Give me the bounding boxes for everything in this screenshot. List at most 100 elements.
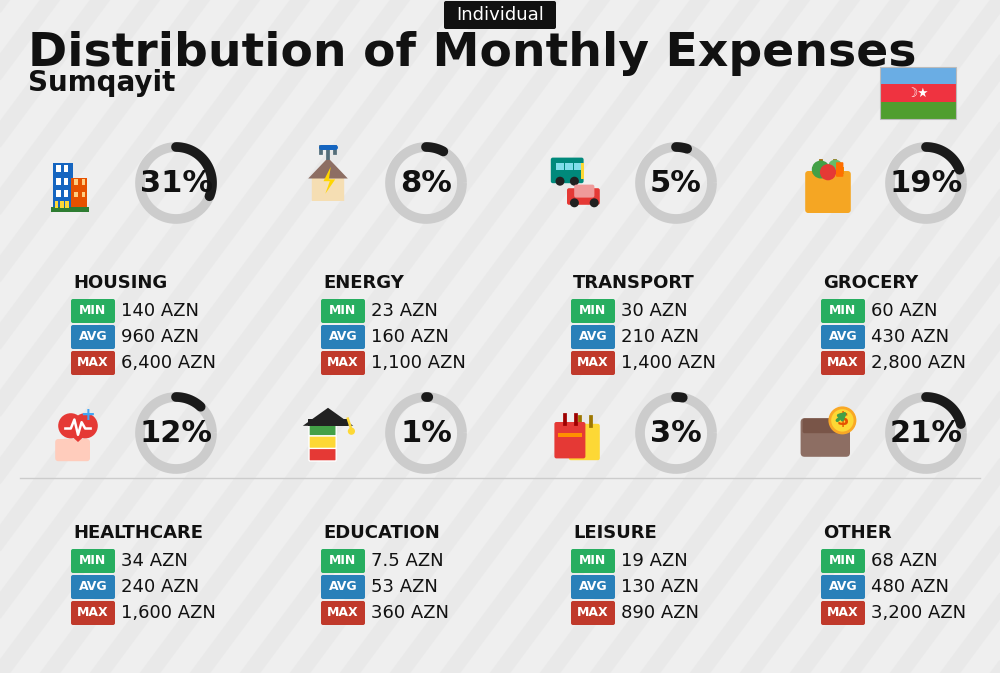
Text: 480 AZN: 480 AZN bbox=[871, 578, 949, 596]
Circle shape bbox=[556, 177, 564, 186]
FancyBboxPatch shape bbox=[836, 162, 843, 177]
Text: 360 AZN: 360 AZN bbox=[371, 604, 449, 622]
Text: 1%: 1% bbox=[400, 419, 452, 448]
Text: MIN: MIN bbox=[829, 304, 857, 318]
FancyBboxPatch shape bbox=[821, 549, 865, 573]
Polygon shape bbox=[60, 426, 96, 442]
Text: HEALTHCARE: HEALTHCARE bbox=[73, 524, 203, 542]
FancyBboxPatch shape bbox=[82, 192, 85, 197]
Text: AVG: AVG bbox=[329, 330, 357, 343]
Text: 140 AZN: 140 AZN bbox=[121, 302, 199, 320]
Text: 34 AZN: 34 AZN bbox=[121, 552, 188, 570]
Text: MIN: MIN bbox=[579, 304, 607, 318]
FancyBboxPatch shape bbox=[444, 1, 556, 29]
FancyBboxPatch shape bbox=[309, 448, 336, 461]
Circle shape bbox=[820, 164, 836, 180]
FancyBboxPatch shape bbox=[56, 190, 61, 197]
Circle shape bbox=[73, 413, 98, 438]
Text: AVG: AVG bbox=[579, 330, 607, 343]
Text: Distribution of Monthly Expenses: Distribution of Monthly Expenses bbox=[28, 30, 916, 75]
Text: MAX: MAX bbox=[577, 357, 609, 369]
FancyBboxPatch shape bbox=[321, 601, 365, 625]
FancyBboxPatch shape bbox=[55, 439, 90, 461]
Text: 19 AZN: 19 AZN bbox=[621, 552, 688, 570]
FancyBboxPatch shape bbox=[569, 424, 600, 460]
FancyBboxPatch shape bbox=[56, 165, 61, 172]
Circle shape bbox=[830, 408, 855, 433]
Text: MIN: MIN bbox=[79, 555, 107, 567]
FancyBboxPatch shape bbox=[64, 178, 68, 185]
Text: Sumqayit: Sumqayit bbox=[28, 69, 175, 97]
Text: 8%: 8% bbox=[400, 168, 452, 197]
FancyBboxPatch shape bbox=[321, 351, 365, 375]
FancyBboxPatch shape bbox=[803, 419, 848, 433]
Text: MIN: MIN bbox=[829, 555, 857, 567]
Circle shape bbox=[590, 199, 599, 207]
Circle shape bbox=[812, 160, 830, 178]
Text: MIN: MIN bbox=[579, 555, 607, 567]
FancyBboxPatch shape bbox=[74, 192, 78, 197]
FancyBboxPatch shape bbox=[880, 102, 956, 119]
Text: $: $ bbox=[836, 411, 849, 429]
FancyBboxPatch shape bbox=[321, 299, 365, 323]
Text: 430 AZN: 430 AZN bbox=[871, 328, 949, 346]
Text: MIN: MIN bbox=[79, 304, 107, 318]
FancyBboxPatch shape bbox=[574, 184, 594, 198]
FancyBboxPatch shape bbox=[821, 299, 865, 323]
Text: Individual: Individual bbox=[456, 6, 544, 24]
Text: MIN: MIN bbox=[329, 304, 357, 318]
Circle shape bbox=[828, 160, 842, 174]
Polygon shape bbox=[303, 408, 353, 426]
Text: 30 AZN: 30 AZN bbox=[621, 302, 688, 320]
FancyBboxPatch shape bbox=[71, 351, 115, 375]
Text: 3%: 3% bbox=[650, 419, 702, 448]
Text: 240 AZN: 240 AZN bbox=[121, 578, 199, 596]
Text: 7.5 AZN: 7.5 AZN bbox=[371, 552, 444, 570]
Text: 3,200 AZN: 3,200 AZN bbox=[871, 604, 966, 622]
FancyBboxPatch shape bbox=[82, 180, 85, 185]
FancyBboxPatch shape bbox=[567, 188, 600, 205]
Circle shape bbox=[570, 199, 579, 207]
Text: 1,100 AZN: 1,100 AZN bbox=[371, 354, 466, 372]
Text: 960 AZN: 960 AZN bbox=[121, 328, 199, 346]
FancyBboxPatch shape bbox=[71, 601, 115, 625]
Text: OTHER: OTHER bbox=[823, 524, 892, 542]
FancyBboxPatch shape bbox=[56, 178, 61, 185]
Circle shape bbox=[570, 177, 579, 186]
Text: MAX: MAX bbox=[77, 606, 109, 620]
FancyBboxPatch shape bbox=[812, 167, 844, 174]
Text: 1,400 AZN: 1,400 AZN bbox=[621, 354, 716, 372]
Polygon shape bbox=[324, 167, 335, 194]
FancyBboxPatch shape bbox=[309, 423, 336, 436]
FancyBboxPatch shape bbox=[309, 435, 336, 448]
Text: 12%: 12% bbox=[140, 419, 212, 448]
FancyBboxPatch shape bbox=[805, 171, 851, 213]
Text: ENERGY: ENERGY bbox=[323, 274, 404, 292]
Text: MAX: MAX bbox=[577, 606, 609, 620]
Text: AVG: AVG bbox=[829, 330, 857, 343]
FancyBboxPatch shape bbox=[74, 180, 78, 185]
Text: 2,800 AZN: 2,800 AZN bbox=[871, 354, 966, 372]
Text: 5%: 5% bbox=[650, 168, 702, 197]
Circle shape bbox=[58, 413, 83, 438]
FancyBboxPatch shape bbox=[71, 549, 115, 573]
Text: AVG: AVG bbox=[829, 581, 857, 594]
Text: AVG: AVG bbox=[79, 581, 107, 594]
FancyBboxPatch shape bbox=[571, 351, 615, 375]
FancyBboxPatch shape bbox=[880, 84, 956, 102]
FancyBboxPatch shape bbox=[55, 201, 58, 208]
Text: 23 AZN: 23 AZN bbox=[371, 302, 438, 320]
Text: 160 AZN: 160 AZN bbox=[371, 328, 449, 346]
FancyBboxPatch shape bbox=[308, 419, 348, 426]
FancyBboxPatch shape bbox=[571, 549, 615, 573]
FancyBboxPatch shape bbox=[571, 299, 615, 323]
Text: MAX: MAX bbox=[327, 606, 359, 620]
Text: 210 AZN: 210 AZN bbox=[621, 328, 699, 346]
FancyBboxPatch shape bbox=[821, 325, 865, 349]
FancyBboxPatch shape bbox=[801, 418, 850, 457]
Text: 60 AZN: 60 AZN bbox=[871, 302, 938, 320]
Text: 68 AZN: 68 AZN bbox=[871, 552, 938, 570]
FancyBboxPatch shape bbox=[880, 67, 956, 84]
Text: AVG: AVG bbox=[79, 330, 107, 343]
FancyBboxPatch shape bbox=[321, 325, 365, 349]
